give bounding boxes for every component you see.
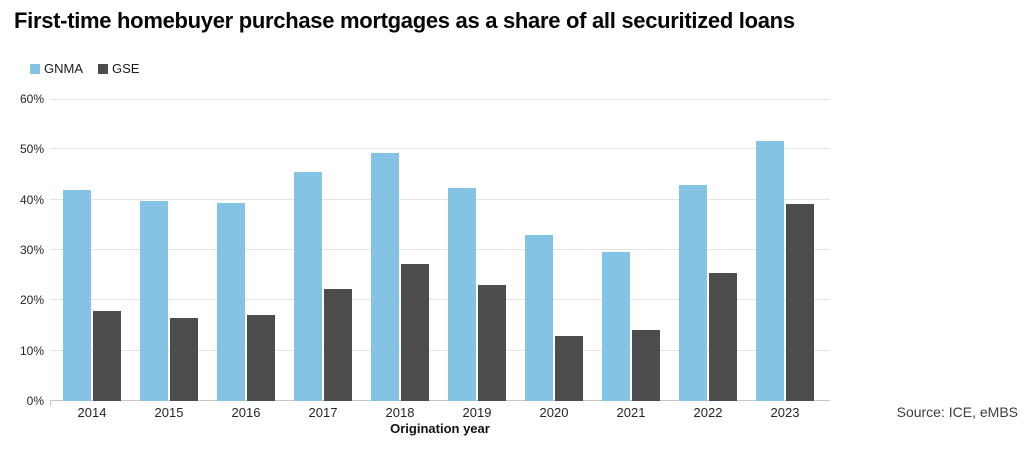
legend-item-gse: GSE: [98, 61, 139, 76]
source-note: Source: ICE, eMBS: [896, 404, 1018, 420]
gridline-20%: [50, 299, 830, 301]
legend-swatch-gse: [98, 63, 108, 74]
bar-gnma-2017: [294, 172, 322, 401]
bar-gnma-2016: [217, 203, 245, 401]
x-axis-title: Origination year: [390, 421, 490, 436]
x-tick-label-2015: 2015: [154, 405, 184, 420]
bar-gse-2014: [93, 311, 121, 401]
bar-gnma-2020: [525, 235, 553, 401]
legend-label: GSE: [112, 61, 140, 76]
x-tick-label-2018: 2018: [385, 405, 415, 420]
chart-legend: GNMA GSE: [30, 61, 139, 76]
bar-gnma-2021: [602, 252, 630, 401]
bar-gnma-2019: [448, 188, 476, 401]
x-tick-label-2022: 2022: [693, 405, 723, 420]
x-tick-label-2020: 2020: [539, 405, 569, 420]
x-tick-label-2023: 2023: [770, 405, 800, 420]
y-tick-label-50%: 50%: [19, 142, 44, 157]
bar-gnma-2014: [63, 190, 91, 401]
x-tick-label-2014: 2014: [77, 405, 107, 420]
x-tick-label-2021: 2021: [616, 405, 646, 420]
bar-gse-2018: [401, 264, 429, 401]
x-tick-label-2017: 2017: [308, 405, 338, 420]
bar-gse-2016: [247, 315, 275, 401]
x-axis-line: [50, 400, 830, 401]
bar-gse-2020: [555, 336, 583, 401]
bar-gse-2019: [478, 285, 506, 401]
legend-label: GNMA: [44, 61, 83, 76]
legend-swatch-gnma: [30, 63, 40, 74]
y-tick-label-40%: 40%: [19, 192, 44, 207]
legend-item-gnma: GNMA: [30, 61, 83, 76]
x-tick-label-2016: 2016: [231, 405, 261, 420]
y-tick-label-20%: 20%: [19, 293, 44, 308]
bar-gse-2022: [709, 273, 737, 401]
plot-area: [50, 99, 830, 401]
x-tick-label-2019: 2019: [462, 405, 492, 420]
x-axis-origin-tick: [50, 401, 51, 406]
gridline-40%: [50, 198, 830, 200]
gridline-60%: [50, 99, 830, 100]
bar-gse-2021: [632, 330, 660, 401]
bar-gnma-2023: [756, 141, 784, 401]
chart-title: First-time homebuyer purchase mortgages …: [14, 8, 795, 33]
y-tick-label-0%: 0%: [26, 394, 44, 408]
bar-gnma-2018: [371, 153, 399, 401]
y-tick-label-10%: 10%: [19, 343, 44, 358]
y-tick-label-30%: 30%: [19, 243, 44, 257]
gridline-30%: [50, 249, 830, 250]
bar-gse-2023: [786, 204, 814, 401]
y-tick-label-60%: 60%: [19, 92, 44, 106]
bar-gnma-2022: [679, 185, 707, 401]
gridline-50%: [50, 148, 830, 150]
bar-gnma-2015: [140, 201, 168, 401]
bar-gse-2017: [324, 289, 352, 401]
gridline-10%: [50, 349, 830, 351]
bar-gse-2015: [170, 318, 198, 401]
